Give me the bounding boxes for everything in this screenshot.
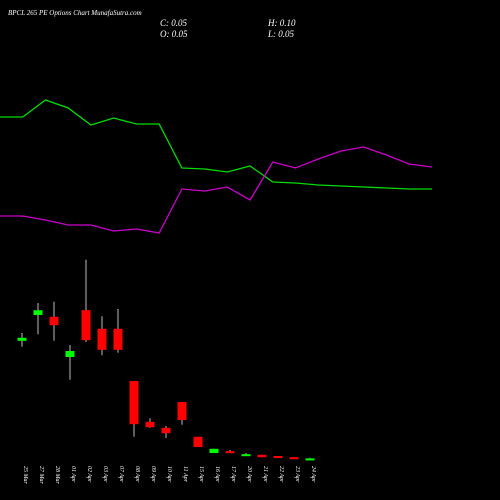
- candle-body: [129, 381, 139, 425]
- x-tick-label: 01 Apr: [70, 466, 76, 483]
- candle-body: [33, 310, 43, 315]
- x-tick-label: 08 Apr: [134, 466, 140, 483]
- x-tick-label: 15 Apr: [198, 466, 204, 483]
- candle-body: [65, 351, 75, 357]
- candle-body: [97, 328, 107, 350]
- candle-body: [81, 310, 91, 341]
- candle-body: [49, 316, 59, 326]
- candle-body: [289, 457, 299, 460]
- candle-body: [161, 427, 171, 434]
- x-tick-label: 02 Apr: [86, 466, 92, 483]
- candle-body: [177, 402, 187, 420]
- ohlc-high: H: 0.10: [267, 18, 296, 28]
- x-tick-label: 11 Apr: [182, 466, 188, 483]
- x-tick-label: 24 Apr: [310, 466, 317, 483]
- candle-body: [225, 451, 235, 454]
- chart-title: BPCL 265 PE Options Chart MunafaSutra.co…: [8, 9, 142, 17]
- x-tick-label: 27 Mar: [38, 466, 44, 484]
- ohlc-open: O: 0.05: [160, 29, 188, 39]
- candle-body: [193, 436, 203, 447]
- candle-body: [241, 454, 251, 457]
- x-tick-label: 20 Apr: [246, 466, 252, 483]
- x-tick-label: 03 Apr: [102, 466, 108, 483]
- candle-body: [17, 337, 27, 341]
- candle-body: [273, 456, 283, 458]
- x-tick-label: 28 Mar: [54, 466, 60, 484]
- x-tick-label: 23 Apr: [294, 466, 300, 483]
- x-tick-label: 25 Mar: [22, 466, 28, 484]
- candle-body: [257, 454, 267, 458]
- ohlc-low: L: 0.05: [267, 29, 295, 39]
- candle-body: [145, 421, 155, 428]
- candle-body: [113, 328, 123, 350]
- x-tick-label: 21 Apr: [262, 466, 268, 483]
- x-tick-label: 22 Apr: [278, 466, 284, 483]
- candle-body: [305, 458, 315, 461]
- indicator-line: [0, 99, 432, 190]
- x-tick-label: 09 Apr: [150, 466, 156, 483]
- x-tick-label: 07 Apr: [118, 466, 124, 483]
- indicator-line: [0, 146, 433, 234]
- x-tick-label: 16 Apr: [214, 466, 220, 483]
- x-tick-label: 17 Apr: [230, 466, 236, 483]
- candle-body: [209, 448, 219, 453]
- x-tick-label: 10 Apr: [166, 466, 172, 483]
- ohlc-close: C: 0.05: [160, 18, 188, 28]
